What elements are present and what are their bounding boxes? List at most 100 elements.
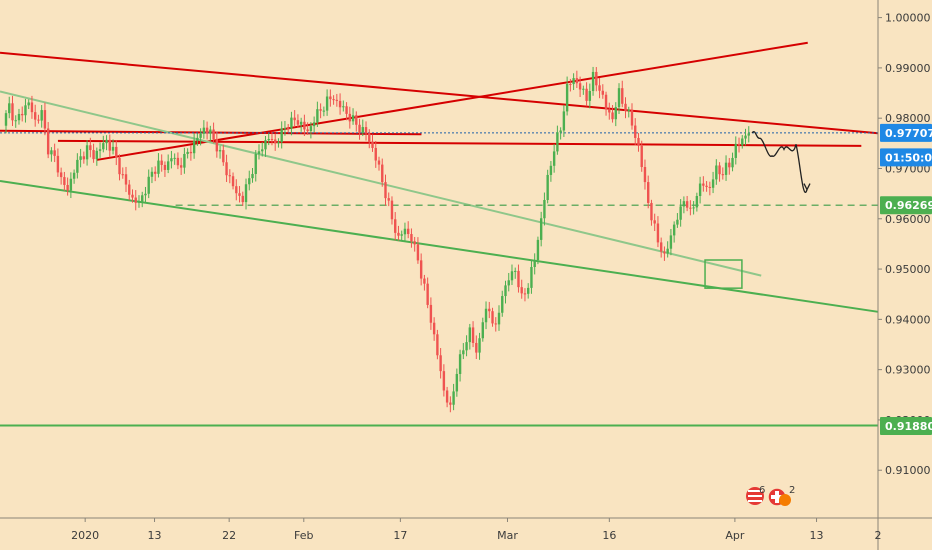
candle[interactable]: [102, 135, 105, 153]
candle[interactable]: [53, 143, 56, 163]
candle[interactable]: [43, 102, 47, 136]
candle[interactable]: [72, 169, 76, 184]
economic-events[interactable]: 6 2: [746, 485, 795, 507]
candle[interactable]: [543, 192, 546, 226]
candle[interactable]: [274, 133, 277, 151]
candle[interactable]: [111, 139, 115, 155]
candle[interactable]: [215, 131, 219, 158]
candle[interactable]: [338, 93, 342, 115]
candle[interactable]: [225, 154, 228, 182]
candle[interactable]: [128, 179, 131, 201]
candle[interactable]: [85, 140, 89, 166]
candle[interactable]: [465, 335, 468, 357]
projection-path[interactable]: [751, 131, 808, 193]
ch-event-icon[interactable]: 2: [767, 485, 795, 507]
candle[interactable]: [659, 237, 663, 258]
candle[interactable]: [332, 95, 335, 105]
candle[interactable]: [689, 200, 692, 216]
candle[interactable]: [462, 343, 465, 360]
candle[interactable]: [582, 85, 585, 95]
candle[interactable]: [183, 147, 186, 174]
candle[interactable]: [682, 196, 686, 214]
candle[interactable]: [384, 174, 387, 206]
candle[interactable]: [637, 133, 640, 152]
candle[interactable]: [630, 103, 634, 130]
candle[interactable]: [141, 191, 144, 208]
candle[interactable]: [685, 195, 689, 212]
candle[interactable]: [316, 101, 319, 127]
candle[interactable]: [348, 106, 352, 129]
candle[interactable]: [608, 102, 611, 120]
candle[interactable]: [8, 96, 11, 119]
candle[interactable]: [695, 192, 699, 212]
candle[interactable]: [527, 283, 530, 299]
candle[interactable]: [296, 114, 300, 128]
candle[interactable]: [212, 122, 215, 144]
candle[interactable]: [95, 147, 99, 166]
candle[interactable]: [254, 150, 257, 182]
candle[interactable]: [416, 237, 420, 264]
candle[interactable]: [199, 128, 202, 146]
candle[interactable]: [176, 152, 180, 170]
candle[interactable]: [643, 159, 647, 190]
candle[interactable]: [238, 186, 241, 203]
candle[interactable]: [598, 77, 601, 99]
candle[interactable]: [56, 148, 60, 177]
candle[interactable]: [539, 211, 543, 247]
candle[interactable]: [115, 140, 118, 166]
candle[interactable]: [196, 133, 199, 146]
candle[interactable]: [261, 142, 264, 157]
candle[interactable]: [50, 147, 53, 162]
candle[interactable]: [429, 297, 433, 330]
candle[interactable]: [209, 125, 212, 142]
candle[interactable]: [445, 386, 449, 408]
candle[interactable]: [653, 213, 656, 232]
candle[interactable]: [488, 301, 491, 319]
candle[interactable]: [419, 253, 423, 286]
candle[interactable]: [475, 335, 478, 360]
candle[interactable]: [24, 98, 27, 123]
candle[interactable]: [737, 137, 741, 153]
candle[interactable]: [442, 364, 446, 397]
candle[interactable]: [131, 189, 134, 203]
candle[interactable]: [676, 213, 679, 228]
candle[interactable]: [724, 155, 728, 181]
candle[interactable]: [124, 166, 128, 193]
candle[interactable]: [335, 93, 339, 107]
candle[interactable]: [666, 241, 669, 258]
candle[interactable]: [650, 199, 653, 226]
candle[interactable]: [244, 178, 248, 210]
candle[interactable]: [235, 179, 238, 201]
candle[interactable]: [575, 70, 579, 88]
candle[interactable]: [69, 172, 73, 199]
candle[interactable]: [624, 97, 627, 119]
candle[interactable]: [546, 169, 549, 204]
candle[interactable]: [329, 89, 332, 107]
candle[interactable]: [672, 221, 676, 243]
candle[interactable]: [27, 99, 30, 110]
candle[interactable]: [63, 171, 66, 191]
candle[interactable]: [601, 84, 604, 99]
candle[interactable]: [559, 127, 562, 140]
candle[interactable]: [562, 104, 566, 137]
candle[interactable]: [309, 122, 313, 139]
candle[interactable]: [59, 167, 63, 185]
candle[interactable]: [11, 95, 14, 127]
candle[interactable]: [569, 78, 572, 92]
candle[interactable]: [170, 150, 173, 169]
candle[interactable]: [277, 138, 280, 148]
candle[interactable]: [669, 228, 673, 256]
candle[interactable]: [231, 172, 235, 190]
candle[interactable]: [319, 103, 322, 119]
candle[interactable]: [406, 221, 410, 239]
candle[interactable]: [617, 83, 621, 115]
candle[interactable]: [721, 167, 725, 180]
candle[interactable]: [523, 288, 527, 302]
candle[interactable]: [290, 111, 293, 136]
candle[interactable]: [591, 66, 595, 96]
candle[interactable]: [692, 201, 695, 215]
candle[interactable]: [494, 317, 497, 332]
candle[interactable]: [368, 129, 371, 149]
candle[interactable]: [520, 279, 523, 299]
reversal-zone-box[interactable]: [704, 259, 743, 289]
